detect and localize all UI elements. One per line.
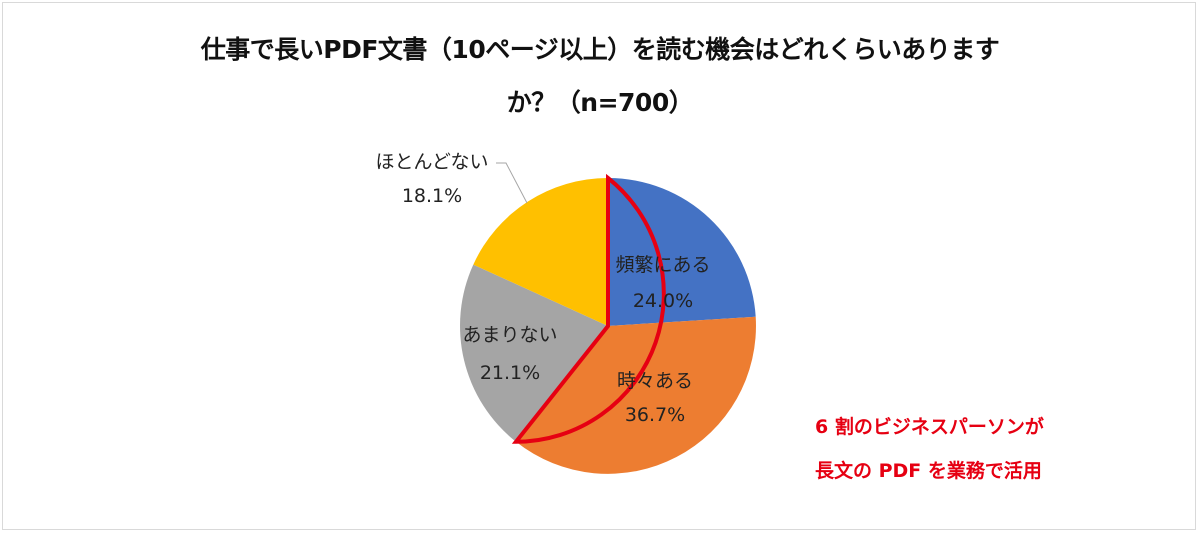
label-hardly-name: ほとんどない	[375, 151, 489, 173]
chart-title-line1: 仕事で長いPDF文書（10ページ以上）を読む機会はどれくらいあります	[200, 35, 1000, 64]
slice-rarely	[460, 264, 608, 442]
annotation-line1: 6 割のビジネスパーソンが	[815, 416, 1044, 438]
label-frequent-value: 24.0%	[632, 290, 694, 312]
label-sometimes-name: 時々ある	[616, 370, 693, 392]
label-hardly-value: 18.1%	[401, 185, 463, 207]
slice-hardly	[473, 177, 608, 326]
slice-frequent	[608, 178, 756, 326]
label-sometimes-value: 36.7%	[624, 404, 686, 426]
label-rarely-name: あまりない	[462, 324, 558, 346]
chart-title-line2: か？（n=700）	[506, 88, 694, 117]
annotation-line2: 長文の PDF を業務で活用	[815, 460, 1042, 482]
label-frequent-name: 頻繁にある	[615, 254, 711, 276]
highlight-outline	[511, 173, 666, 444]
leader-line-hardly	[496, 162, 528, 204]
slice-sometimes	[516, 316, 756, 474]
label-rarely-value: 21.1%	[479, 362, 541, 384]
